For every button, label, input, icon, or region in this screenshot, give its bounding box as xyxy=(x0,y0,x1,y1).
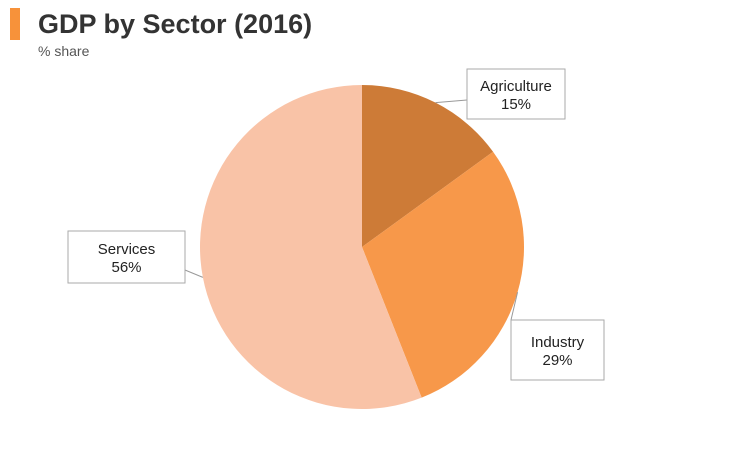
slice-label-services: Services xyxy=(98,241,156,258)
callout-line-services xyxy=(184,269,204,278)
pie-slice-services xyxy=(200,85,422,409)
slice-value-agriculture: 15% xyxy=(501,96,531,113)
chart-subtitle: % share xyxy=(38,43,90,59)
slice-value-services: 56% xyxy=(111,259,141,276)
pie-slice-agriculture xyxy=(362,85,494,247)
pie-slice-industry xyxy=(362,151,524,398)
callout-box-agriculture xyxy=(466,68,566,120)
slice-label-industry: Industry xyxy=(531,334,585,351)
callout-line-industry xyxy=(510,292,519,321)
callout-box-services xyxy=(67,230,186,284)
chart-title: GDP by Sector (2016) xyxy=(38,9,313,39)
callout-box-industry xyxy=(510,319,605,381)
slice-label-agriculture: Agriculture xyxy=(480,78,552,95)
title-accent-bar xyxy=(10,8,20,40)
callout-line-agriculture xyxy=(435,99,468,104)
slice-value-industry: 29% xyxy=(542,352,572,369)
